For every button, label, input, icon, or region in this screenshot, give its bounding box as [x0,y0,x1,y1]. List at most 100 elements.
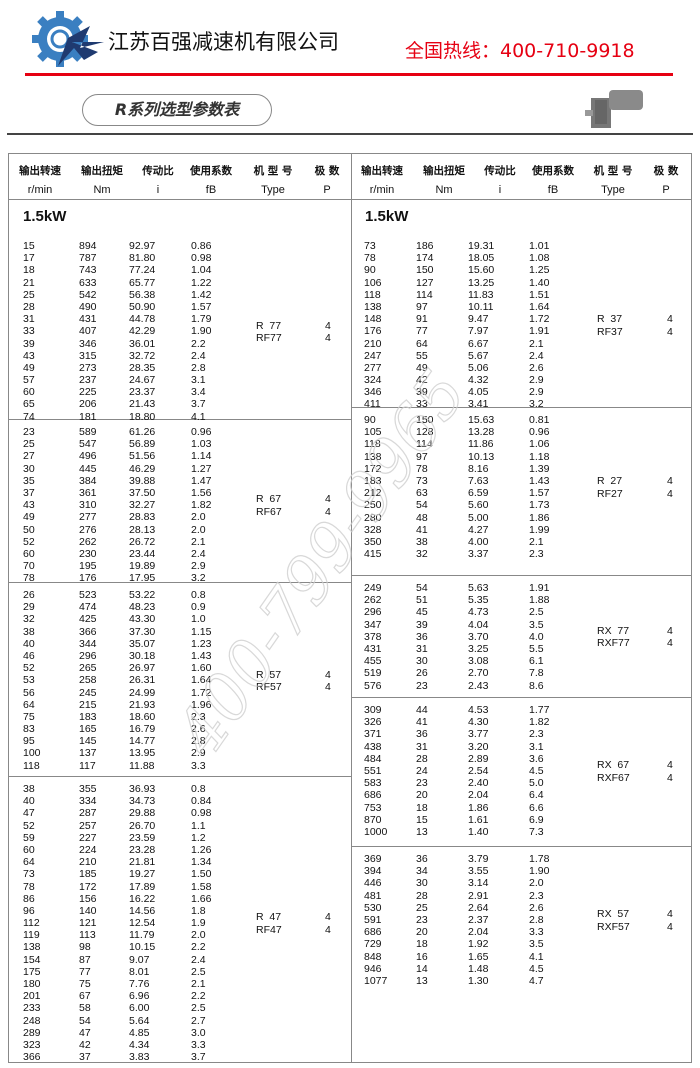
service-factor-cell: 1.06 [529,438,550,451]
table-row: 52 257 26.70 1.1 [9,820,249,832]
ratio-cell: 50.90 [129,300,156,313]
table-row: 21 633 65.77 1.22 [9,277,249,289]
speed-cell: 49 [23,361,35,374]
column-header-cn: 使用系数 [190,165,232,177]
table-header: 输出转速 r/min 输出扭矩 Nm 传动比 i 使用系数 fB 机 型 号 Type 极 数 P [9,154,351,200]
service-factor-cell: 1.60 [191,662,212,675]
speed-cell: 250 [364,499,382,512]
ratio-cell: 3.14 [468,877,489,890]
model-type-item: RX 57 [597,908,630,921]
torque-cell: 474 [79,601,97,614]
speed-cell: 33 [23,325,35,338]
table-row: 70 195 19.89 2.9 [9,560,249,572]
speed-cell: 43 [23,349,35,362]
column-header-en: Type [601,184,625,196]
table-row: 60 224 23.28 1.26 [9,844,249,856]
service-factor-cell: 1.91 [529,582,550,594]
table-row: 210 64 6.67 2.1 [351,338,591,350]
speed-cell: 78 [23,880,35,893]
model-type-item: R 27 [597,475,623,488]
speed-cell: 583 [364,777,382,790]
speed-cell: 212 [364,487,382,500]
column-header: 传动比 i [133,154,183,196]
ratio-cell: 17.89 [129,880,156,893]
ratio-cell: 4.34 [129,1038,150,1051]
ratio-cell: 26.70 [129,819,156,832]
service-factor-cell: 0.86 [191,240,212,252]
torque-cell: 174 [416,252,434,265]
ratio-cell: 16.79 [129,723,156,736]
speed-cell: 47 [23,807,35,820]
column-header-cn: 极 数 [653,165,679,177]
speed-cell: 848 [364,950,382,963]
ratio-cell: 9.47 [468,313,489,326]
column-header-cn: 使用系数 [532,165,574,177]
ratio-cell: 26.97 [129,662,156,675]
torque-cell: 215 [79,698,97,711]
table-row: 438 31 3.20 3.1 [351,741,591,753]
table-row: 484 28 2.89 3.6 [351,753,591,765]
service-factor-cell: 7.8 [529,667,544,680]
service-factor-cell: 0.98 [191,807,212,820]
table-row: 49 273 28.35 2.8 [9,362,249,374]
speed-cell: 73 [364,240,376,252]
pole-item: 4 [667,487,673,500]
service-factor-cell: 1.77 [529,704,550,716]
table-row: 17 787 81.80 0.98 [9,252,249,264]
speed-cell: 438 [364,740,382,753]
table-row: 90 150 15.60 1.25 [351,264,591,276]
service-factor-cell: 3.1 [191,374,206,387]
speed-cell: 96 [23,904,35,917]
service-factor-cell: 0.8 [191,589,206,601]
pole-item: 4 [667,920,673,933]
ratio-cell: 1.30 [468,974,489,987]
table-section: 26 523 53.22 0.8 29 474 48.23 0.9 32 425 43.30 1.0 3… [9,583,351,777]
ratio-cell: 42.29 [129,325,156,338]
table-row: 347 39 4.04 3.5 [351,619,591,631]
table-row: 446 30 3.14 2.0 [351,877,591,889]
column-header-cn: 输出扭矩 [81,165,123,177]
torque-cell: 36 [416,630,428,643]
speed-cell: 118 [364,288,381,301]
service-factor-cell: 6.6 [529,801,544,814]
torque-cell: 195 [79,560,97,573]
column-header: 机 型 号 Type [241,154,305,196]
torque-cell: 296 [79,649,97,662]
service-factor-cell: 1.57 [529,487,550,500]
pole-item: 4 [667,624,673,637]
torque-cell: 33 [416,398,428,411]
table-row: 28 490 50.90 1.57 [9,301,249,313]
ratio-cell: 53.22 [129,589,156,601]
torque-cell: 128 [416,426,434,439]
ratio-cell: 2.64 [468,901,489,914]
ratio-cell: 8.16 [468,462,489,475]
table-row: 946 14 1.48 4.5 [351,963,591,975]
pole-item: 4 [325,668,331,681]
table-row: 289 47 4.85 3.0 [9,1027,249,1039]
column-header-cn: 输出扭矩 [423,165,465,177]
model-type-item: RX 77 [597,624,630,637]
table-row: 118 114 11.83 1.51 [351,289,591,301]
ratio-cell: 37.50 [129,486,156,499]
speed-cell: 530 [364,901,382,914]
ratio-cell: 65.77 [129,276,156,289]
service-factor-cell: 2.9 [529,374,544,387]
speed-cell: 183 [364,474,382,487]
ratio-cell: 5.60 [468,499,489,512]
speed-cell: 551 [364,764,382,777]
table-row: 96 140 14.56 1.8 [9,905,249,917]
speed-cell: 347 [364,618,382,631]
column-header-en: r/min [369,184,395,196]
service-factor-cell: 3.6 [529,752,544,765]
speed-cell: 686 [364,789,382,802]
service-factor-cell: 1.51 [529,288,550,301]
torque-cell: 310 [79,499,97,512]
speed-cell: 105 [364,426,382,439]
ratio-cell: 3.25 [468,642,489,655]
page-title: R系列选型参数表 [82,94,272,126]
ratio-cell: 26.72 [129,535,156,548]
table-row: 43 315 32.72 2.4 [9,350,249,362]
table-row: 551 24 2.54 4.5 [351,765,591,777]
ratio-cell: 1.40 [468,825,489,838]
ratio-cell: 5.64 [129,1014,150,1027]
